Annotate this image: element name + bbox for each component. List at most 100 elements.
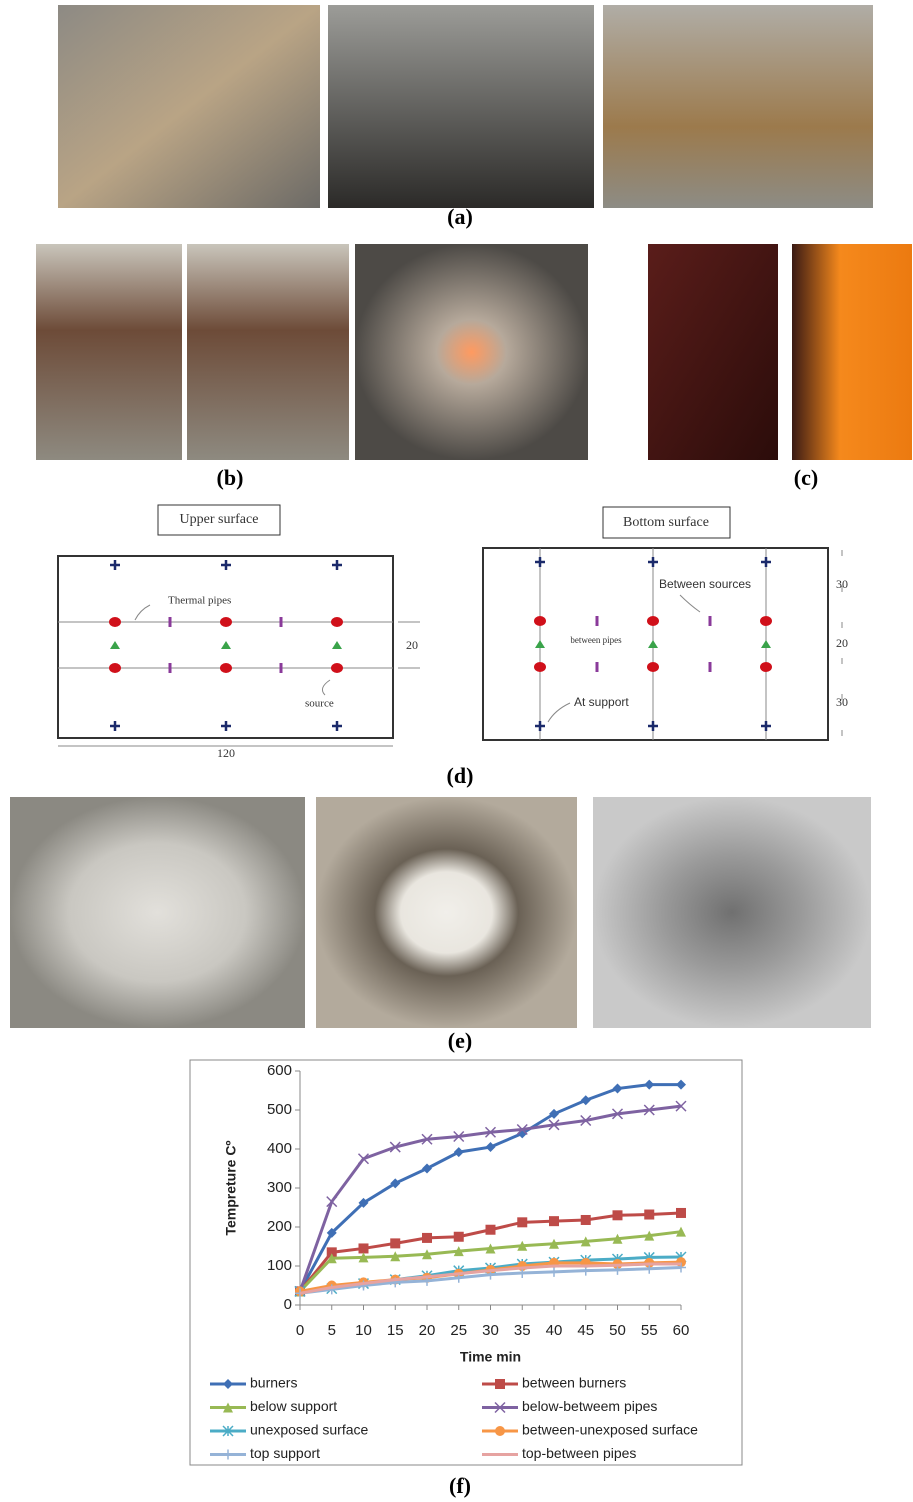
diagram-label: At support [574,695,629,709]
pipe-point [648,640,658,648]
support-point [648,557,658,567]
source-point [534,662,546,672]
photo [603,5,873,208]
source-point [534,616,546,626]
marker [454,1232,464,1242]
pipe-point [221,641,231,649]
photo [316,797,577,1028]
photo [792,244,912,460]
caption: (f) [449,1473,471,1498]
legend-label: burners [250,1375,297,1391]
photo [36,244,182,460]
source-point [760,616,772,626]
x-tick-label: 10 [355,1322,372,1339]
marker [613,1210,623,1220]
caption: (e) [448,1028,472,1053]
x-tick-label: 45 [577,1322,594,1339]
dimension-label: 30 [836,695,848,709]
photo [648,244,778,460]
caption: (c) [794,465,818,490]
marker [486,1225,496,1235]
x-tick-label: 20 [419,1322,436,1339]
marker [581,1215,591,1225]
x-axis-label: Time min [460,1349,521,1365]
support-point [535,557,545,567]
dimension-label: 30 [836,577,848,591]
source-point [109,617,121,627]
marker [676,1208,686,1218]
between-point [280,663,283,673]
support-point [332,560,342,570]
y-tick-label: 400 [267,1140,292,1157]
marker [549,1216,559,1226]
marker [390,1238,400,1248]
leader [548,703,570,722]
marker [517,1217,527,1227]
marker [644,1210,654,1220]
y-tick-label: 200 [267,1218,292,1235]
support-point [110,721,120,731]
support-point [332,721,342,731]
source-point [220,663,232,673]
legend-label: unexposed surface [250,1422,369,1438]
caption: (b) [217,465,244,490]
photo [187,244,349,460]
between-point [280,617,283,627]
source-point [109,663,121,673]
support-point [648,721,658,731]
legend-label: top support [250,1445,320,1461]
y-tick-label: 500 [267,1101,292,1118]
caption: (d) [447,763,474,788]
support-point [761,557,771,567]
diagram-title: Upper surface [180,512,259,527]
y-tick-label: 100 [267,1257,292,1274]
photo [58,5,320,208]
x-tick-label: 40 [546,1322,563,1339]
x-tick-label: 55 [641,1322,658,1339]
diagram-title: Bottom surface [623,515,709,530]
dimension-label: 20 [836,636,848,650]
source-point [331,617,343,627]
legend-label: below support [250,1398,337,1414]
legend-marker [495,1379,505,1389]
x-tick-label: 30 [482,1322,499,1339]
leader [135,605,150,620]
leader [322,680,330,695]
pipe-point [332,641,342,649]
between-point [596,616,599,626]
support-point [535,721,545,731]
leader [680,595,700,612]
photo [328,5,594,208]
x-tick-label: 35 [514,1322,531,1339]
source-point [760,662,772,672]
figure: (a) (b) (c) Upper surface Thermal pipes … [0,0,913,1502]
support-point [221,721,231,731]
photo [10,797,305,1028]
x-tick-label: 0 [296,1322,304,1339]
marker [359,1243,369,1253]
source-point [220,617,232,627]
caption: (a) [447,204,473,229]
x-tick-label: 60 [673,1322,690,1339]
x-tick-label: 5 [328,1322,336,1339]
between-point [596,662,599,672]
marker [422,1233,432,1243]
support-point [221,560,231,570]
source-point [647,616,659,626]
pipe-point [535,640,545,648]
dimension-label: 20 [406,638,418,652]
legend-label: top-between pipes [522,1445,636,1461]
support-point [761,721,771,731]
y-tick-label: 600 [267,1062,292,1079]
between-point [169,663,172,673]
between-point [709,662,712,672]
between-point [169,617,172,627]
diagram-label: source [305,698,334,710]
x-tick-label: 15 [387,1322,404,1339]
between-point [709,616,712,626]
legend-label: between-unexposed surface [522,1422,698,1438]
source-point [647,662,659,672]
pipe-point [761,640,771,648]
pipe-point [110,641,120,649]
support-point [110,560,120,570]
